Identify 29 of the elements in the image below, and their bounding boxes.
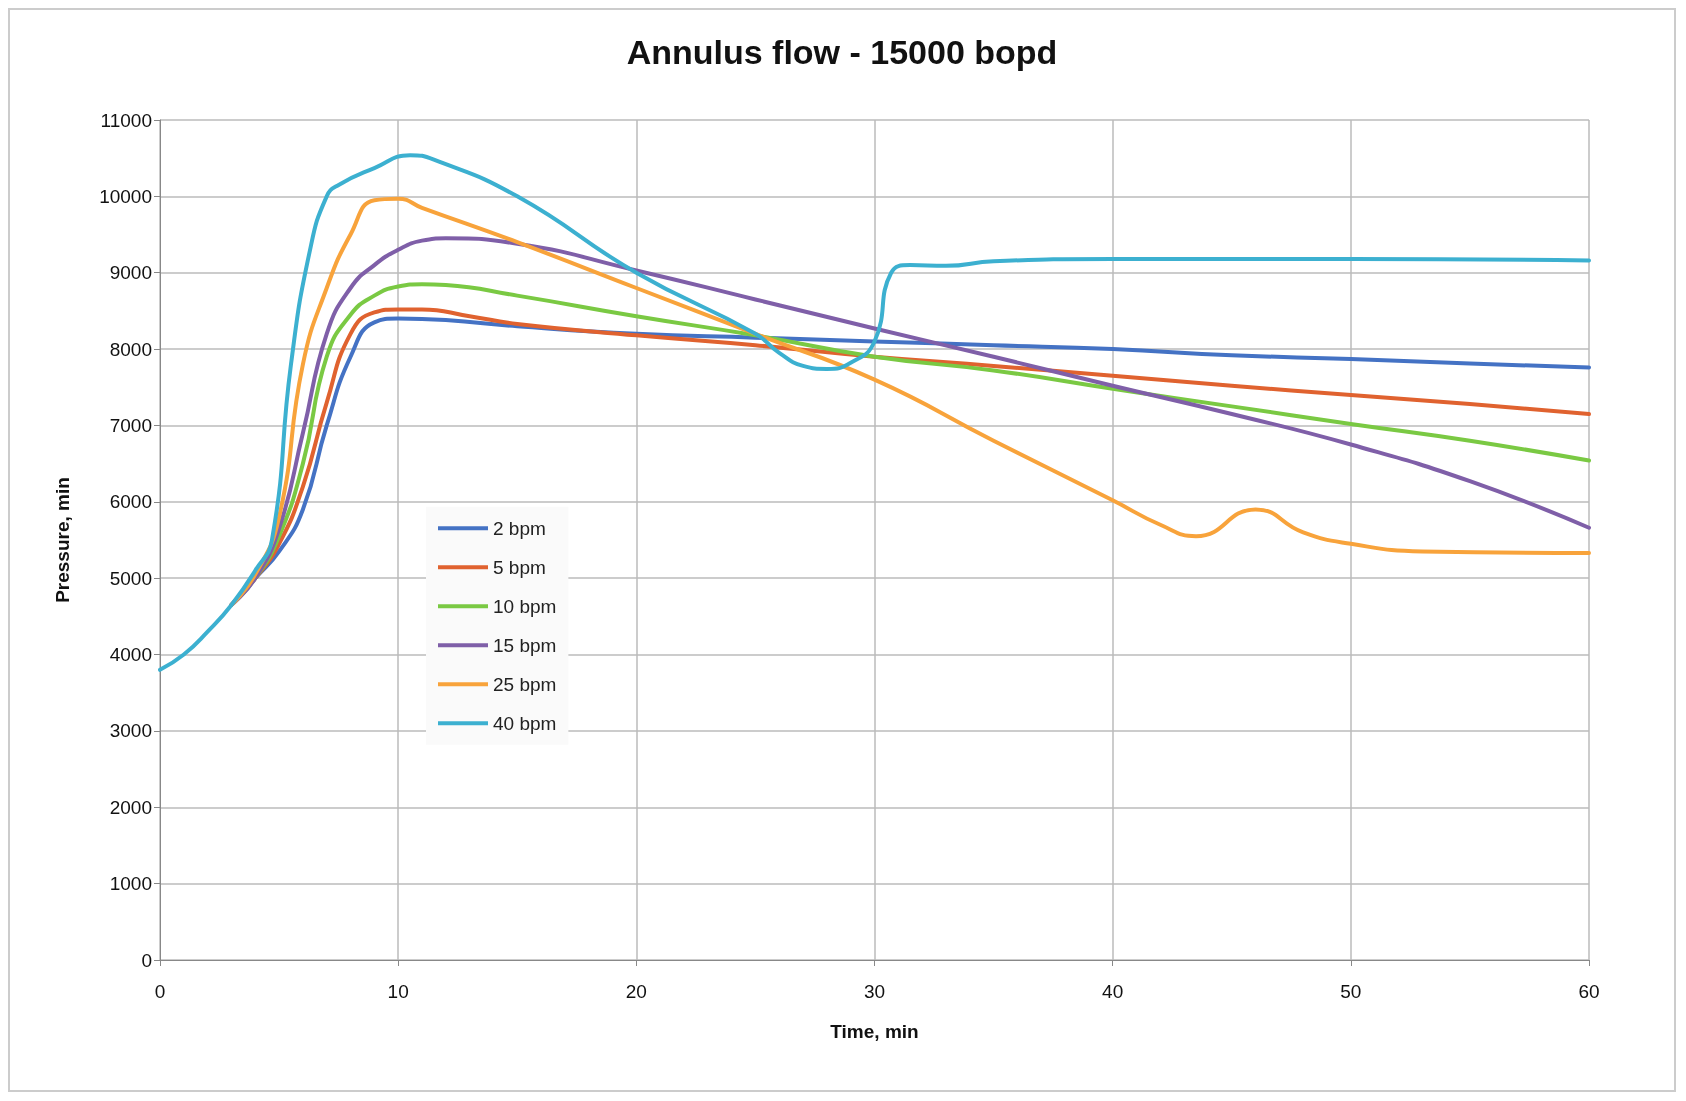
y-tick-label: 1000	[109, 873, 152, 895]
x-tick-label: 50	[1340, 981, 1362, 1002]
x-axis-title: Time, min	[830, 1021, 919, 1042]
y-tick-label: 7000	[109, 414, 152, 436]
legend-label: 2 bpm	[493, 517, 546, 539]
y-tick-label: 11000	[100, 109, 152, 131]
legend-label: 5 bpm	[493, 556, 546, 578]
chart-title: Annulus flow - 15000 bopd	[626, 33, 1058, 71]
y-tick-label: 2000	[109, 796, 152, 818]
y-tick-label: 6000	[109, 491, 152, 513]
y-axis-title: Pressure, min	[52, 477, 73, 603]
y-tick-label: 9000	[109, 262, 152, 284]
x-tick-label: 40	[1102, 981, 1124, 1002]
x-tick-label: 60	[1578, 981, 1600, 1002]
legend-label: 40 bpm	[493, 712, 557, 734]
x-tick-label: 20	[625, 981, 647, 1002]
legend-label: 15 bpm	[493, 634, 557, 656]
y-tick-label: 5000	[109, 567, 152, 589]
legend-label: 25 bpm	[493, 673, 557, 695]
x-tick-label: 10	[387, 981, 409, 1002]
y-tick-label: 10000	[99, 185, 152, 207]
legend-label: 10 bpm	[493, 595, 557, 617]
y-tick-label: 0	[141, 949, 152, 971]
y-tick-label: 3000	[109, 720, 152, 742]
y-tick-label: 8000	[109, 338, 152, 360]
x-tick-label: 30	[863, 981, 886, 1002]
x-tick-label: 0	[154, 981, 166, 1002]
y-tick-label: 4000	[109, 644, 152, 666]
line-series	[158, 153, 1591, 672]
